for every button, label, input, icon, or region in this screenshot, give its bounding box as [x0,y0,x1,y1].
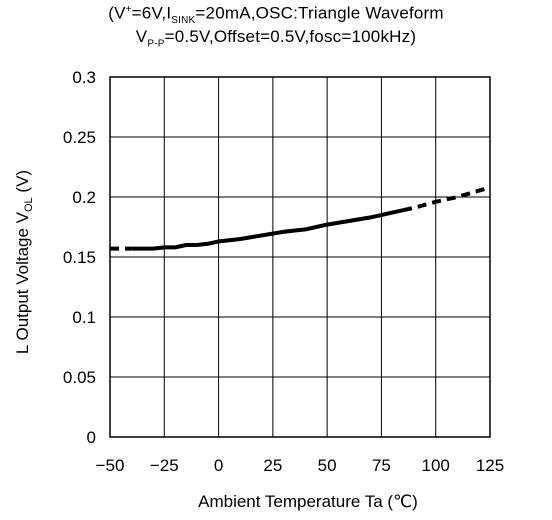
y-tick-label: 0.15 [63,248,96,267]
data-line-solid [131,208,404,251]
y-tick-labels: 0 0.05 0.1 0.15 0.2 0.25 0.3 [63,68,96,447]
cond-vpp-subscript: P-P [147,38,165,50]
y-axis-label-subscript: OL [23,197,35,212]
x-tick-labels: −50 −25 0 25 50 75 100 125 [96,456,505,475]
conditions-line-2: VP-P=0.5V,Offset=0.5V,fosc=100kHz) [0,27,552,54]
x-tick-label: 125 [476,456,504,475]
cond-vpp-label: V [135,27,148,46]
x-tick-label: 50 [318,456,337,475]
y-tick-label: 0.1 [72,308,96,327]
x-axis-label: Ambient Temperature Ta (℃) [198,492,418,511]
series-layer [110,185,491,251]
cond-v-superscript: + [125,4,132,15]
cond-osc-waveform: =20mA,OSC:Triangle Waveform [195,3,444,23]
grid [109,76,491,438]
cond-offset-fosc: =0.5V,Offset=0.5V,fosc=100kHz) [164,27,417,46]
y-axis-label: L Output Voltage VOL (V) [13,170,35,354]
x-tick-label: 0 [214,456,223,475]
cond-isink-subscript: SINK [171,15,196,27]
plot-frame [109,76,491,438]
y-tick-label: 0.25 [63,128,96,147]
y-tick-label: 0 [87,428,96,447]
y-tick-label: 0.05 [63,368,96,387]
x-tick-label: 75 [372,456,391,475]
cond-voltage-current: =6V,I [131,3,172,23]
x-tick-label: −25 [150,456,179,475]
conditions-line-1: (V+=6V,ISINK=20mA,OSC:Triangle Waveform [0,0,552,31]
y-tick-label: 0.3 [72,68,96,87]
cond-open-paren: ( [108,3,115,23]
x-tick-label: 100 [422,456,450,475]
y-axis-label-unit: (V) [13,170,32,197]
x-tick-label: 25 [263,456,282,475]
y-tick-label: 0.2 [72,188,96,207]
cond-v-label: V [114,3,126,23]
x-tick-label: −50 [96,456,125,475]
data-line-dashed [402,185,491,213]
y-axis-label-prefix: L Output Voltage V [13,211,32,354]
